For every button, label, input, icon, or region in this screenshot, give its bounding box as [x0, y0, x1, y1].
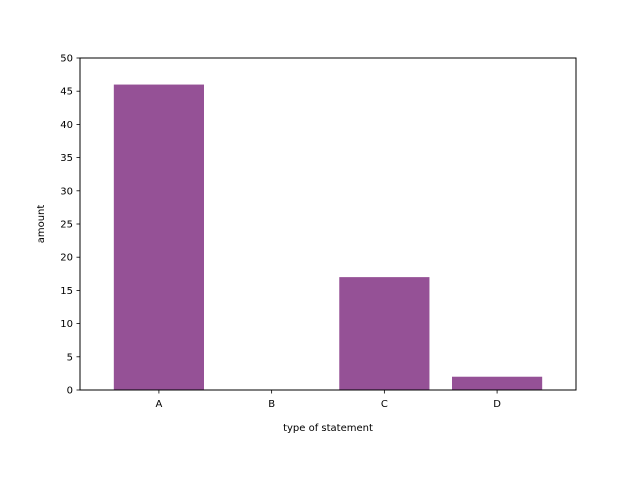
y-axis: 0 5 10 15 20 25 30 35 40 45 50	[60, 54, 80, 397]
x-tick-label-B: B	[268, 399, 275, 410]
bar-C	[339, 277, 430, 390]
x-tick-label-D: D	[493, 399, 501, 410]
y-tick-label: 10	[60, 319, 73, 330]
y-tick-label: 50	[60, 54, 73, 65]
y-tick-label: 0	[67, 386, 73, 397]
y-tick-label: 30	[60, 186, 73, 197]
y-tick-label: 45	[60, 87, 73, 98]
x-axis-label: type of statement	[283, 423, 373, 434]
y-tick-label: 20	[60, 253, 73, 264]
bars-group	[113, 84, 543, 390]
y-tick-label: 40	[60, 120, 73, 131]
y-tick-label: 15	[60, 286, 73, 297]
x-tick-label-C: C	[381, 399, 388, 410]
y-tick-label: 25	[60, 220, 73, 231]
bar-D	[452, 376, 543, 390]
x-tick-label-A: A	[155, 399, 162, 410]
y-tick-label: 35	[60, 153, 73, 164]
y-tick-label: 5	[67, 352, 73, 363]
x-axis: A B C D	[155, 390, 501, 410]
y-axis-label: amount	[36, 205, 47, 244]
bar-A	[113, 84, 204, 390]
